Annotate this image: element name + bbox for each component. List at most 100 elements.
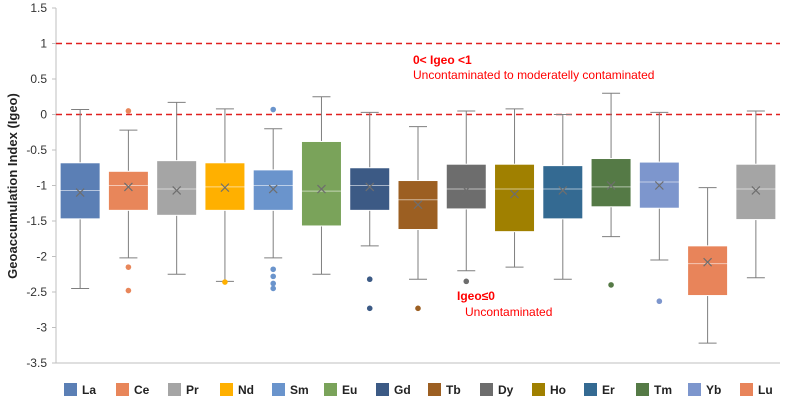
y-tick-label: 1.5 (30, 1, 47, 15)
legend-label: Eu (342, 383, 357, 397)
legend-swatch (324, 383, 337, 396)
legend-label: Tm (654, 383, 672, 397)
outlier-point (125, 287, 132, 294)
outlier-point (270, 280, 277, 287)
mean-marker (268, 184, 278, 194)
legend-swatch (688, 383, 701, 396)
mean-marker (510, 189, 519, 199)
annotation-uncontaminated-title: Igeo≤0 (457, 289, 495, 303)
legend-label: Dy (498, 383, 514, 397)
box-nd (204, 108, 246, 285)
box-ho (494, 108, 536, 268)
box-yb (638, 111, 680, 305)
outlier-point (463, 278, 470, 285)
legend-swatch (64, 383, 77, 396)
mean-marker (558, 186, 568, 195)
legend-label: Sm (290, 383, 309, 397)
y-tick-label: -3 (36, 321, 47, 335)
mean-marker (413, 200, 423, 210)
legend-label: Ho (550, 383, 566, 397)
legend-label: Lu (758, 383, 773, 397)
mean-marker (703, 257, 713, 267)
legend-item-tb: Tb (428, 383, 461, 397)
legend-item-la: La (64, 383, 96, 397)
box-pr (156, 101, 198, 275)
legend-swatch (532, 383, 545, 396)
legend-item-gd: Gd (376, 383, 411, 397)
legend-swatch (220, 383, 233, 396)
box-iqr (300, 140, 342, 227)
annotation-moderate-title: 0< Igeo <1 (413, 53, 472, 67)
legend-item-pr: Pr (168, 383, 199, 397)
legend-label: Nd (238, 383, 254, 397)
outlier-point (415, 305, 421, 312)
y-tick-label: -0.5 (26, 143, 47, 157)
y-tick-label: -1.5 (26, 214, 47, 228)
mean-marker (365, 182, 375, 192)
outlier-point (366, 276, 373, 283)
box-iqr (542, 165, 584, 220)
box-iqr (156, 160, 198, 216)
annotation-uncontaminated-subtitle: Uncontaminated (465, 305, 552, 319)
box-tm (590, 92, 632, 288)
box-ce (107, 108, 149, 294)
box-eu (300, 96, 342, 275)
y-tick-label: -2 (36, 250, 47, 264)
legend-item-yb: Yb (688, 383, 721, 397)
box-series (59, 92, 777, 344)
outlier-point (270, 273, 277, 280)
mean-marker (172, 186, 182, 195)
legend-item-ho: Ho (532, 383, 566, 397)
box-iqr (590, 158, 632, 208)
mean-marker (606, 181, 616, 190)
legend-swatch (272, 383, 285, 396)
legend-label: Gd (394, 383, 411, 397)
box-iqr (687, 245, 729, 297)
outlier-point (270, 285, 277, 292)
legend-item-sm: Sm (272, 383, 309, 397)
legend-item-nd: Nd (220, 383, 254, 397)
legend-item-dy: Dy (480, 383, 514, 397)
y-tick-labels: 1.5 1 0.5 0 -0.5 -1 -1.5 -2 -2.5 -3 -3.5 (26, 1, 56, 370)
y-tick-label: -3.5 (26, 356, 47, 370)
legend-swatch (376, 383, 389, 396)
y-axis-title: Geoaccumulation Index (Igeo) (5, 93, 20, 279)
legend: LaCePrNdSmEuGdTbDyHoErTmYbLuY (64, 383, 773, 397)
mean-marker (75, 188, 85, 198)
box-iqr (735, 163, 777, 221)
outlier-point (270, 106, 277, 113)
outlier-point (222, 279, 228, 285)
legend-item-eu: Eu (324, 383, 357, 397)
box-iqr (494, 163, 536, 233)
mean-marker (751, 186, 761, 195)
y-tick-label: 1 (40, 37, 47, 51)
box-iqr (252, 169, 294, 211)
legend-swatch (480, 383, 493, 396)
legend-item-tm: Tm (636, 383, 672, 397)
box-dy (445, 110, 487, 285)
outlier-point (656, 298, 663, 305)
y-tick-label: 0 (40, 108, 47, 122)
box-sm (252, 106, 294, 292)
y-tick-label: -1 (36, 179, 47, 193)
box-lu (687, 187, 729, 344)
legend-item-er: Er (584, 383, 615, 397)
legend-swatch (740, 383, 753, 396)
outlier-point (608, 282, 614, 288)
outlier-point (125, 264, 132, 270)
legend-swatch (584, 383, 597, 396)
outlier-point (366, 305, 373, 312)
legend-swatch (168, 383, 181, 396)
box-iqr (445, 163, 487, 210)
outlier-point (270, 266, 277, 273)
box-gd (349, 111, 391, 312)
legend-label: Er (602, 383, 615, 397)
y-tick-label: -2.5 (26, 285, 47, 299)
mean-marker (123, 182, 133, 192)
mean-marker (654, 181, 664, 190)
mean-marker (317, 184, 326, 194)
legend-swatch (116, 383, 129, 396)
box-la (59, 109, 101, 289)
box-y (735, 110, 777, 279)
